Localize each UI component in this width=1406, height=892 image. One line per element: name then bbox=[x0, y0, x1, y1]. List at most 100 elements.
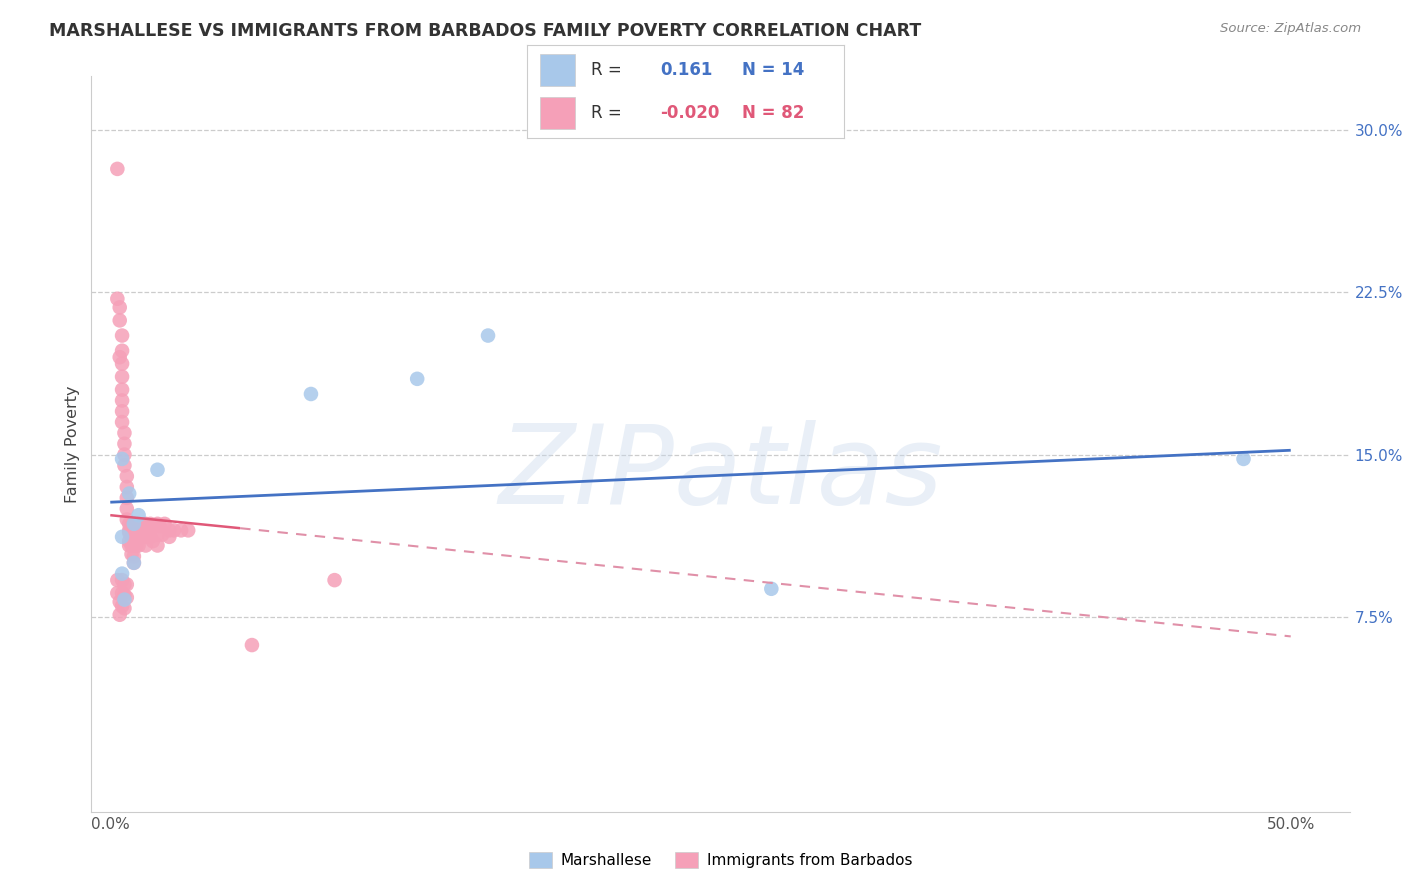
Text: ZIPatlas: ZIPatlas bbox=[498, 420, 943, 526]
Point bbox=[177, 524, 200, 538]
Point bbox=[114, 577, 136, 591]
Point bbox=[146, 516, 169, 531]
Point bbox=[114, 448, 136, 462]
Point bbox=[132, 530, 155, 544]
Point bbox=[108, 595, 131, 609]
Point bbox=[170, 524, 193, 538]
Point bbox=[129, 519, 152, 533]
Point bbox=[111, 586, 134, 600]
Point bbox=[139, 530, 162, 544]
Point bbox=[299, 387, 322, 401]
Point bbox=[761, 582, 783, 596]
Point bbox=[477, 328, 499, 343]
Point bbox=[406, 372, 429, 386]
Point bbox=[136, 530, 159, 544]
Point bbox=[150, 527, 173, 541]
Point bbox=[118, 539, 141, 553]
Point bbox=[108, 313, 131, 327]
Text: N = 14: N = 14 bbox=[742, 61, 804, 78]
Point bbox=[108, 607, 131, 622]
Point bbox=[122, 534, 145, 549]
Point bbox=[111, 404, 134, 418]
Point bbox=[128, 527, 150, 541]
Point bbox=[114, 601, 136, 615]
Text: MARSHALLESE VS IMMIGRANTS FROM BARBADOS FAMILY POVERTY CORRELATION CHART: MARSHALLESE VS IMMIGRANTS FROM BARBADOS … bbox=[49, 22, 921, 40]
Text: -0.020: -0.020 bbox=[661, 104, 720, 122]
Text: N = 82: N = 82 bbox=[742, 104, 804, 122]
Point bbox=[111, 566, 134, 581]
Point bbox=[157, 524, 180, 538]
Point bbox=[105, 161, 128, 176]
Point bbox=[114, 425, 136, 440]
Point bbox=[118, 524, 141, 538]
Point bbox=[118, 525, 141, 540]
Text: Source: ZipAtlas.com: Source: ZipAtlas.com bbox=[1220, 22, 1361, 36]
Point bbox=[108, 350, 131, 364]
Point bbox=[115, 491, 138, 505]
Point bbox=[111, 530, 134, 544]
Point bbox=[118, 534, 141, 549]
Point bbox=[108, 301, 131, 315]
Point bbox=[143, 519, 166, 533]
Point bbox=[135, 539, 157, 553]
Legend: Marshallese, Immigrants from Barbados: Marshallese, Immigrants from Barbados bbox=[523, 846, 918, 874]
Point bbox=[128, 539, 150, 553]
Point bbox=[128, 516, 150, 531]
Point bbox=[105, 573, 128, 587]
Point bbox=[111, 451, 134, 466]
Point bbox=[157, 530, 180, 544]
Point bbox=[323, 573, 346, 587]
Point bbox=[122, 549, 145, 564]
Point bbox=[111, 369, 134, 384]
Y-axis label: Family Poverty: Family Poverty bbox=[65, 385, 80, 502]
Point bbox=[115, 469, 138, 483]
Point bbox=[115, 480, 138, 494]
Point bbox=[111, 415, 134, 429]
Point bbox=[105, 586, 128, 600]
Point bbox=[105, 292, 128, 306]
Point bbox=[111, 328, 134, 343]
Point bbox=[136, 519, 159, 533]
Point bbox=[125, 539, 148, 553]
Point bbox=[153, 516, 176, 531]
Point bbox=[122, 556, 145, 570]
Point bbox=[135, 530, 157, 544]
Point bbox=[111, 343, 134, 358]
Point bbox=[240, 638, 263, 652]
Point bbox=[121, 547, 143, 561]
Point bbox=[122, 516, 145, 531]
Text: R =: R = bbox=[591, 61, 621, 78]
Point bbox=[111, 599, 134, 613]
Point bbox=[111, 573, 134, 587]
Point bbox=[114, 437, 136, 451]
Point bbox=[111, 393, 134, 408]
Point bbox=[122, 524, 145, 538]
Point bbox=[121, 519, 143, 533]
Bar bbox=[540, 54, 575, 86]
Point bbox=[149, 519, 172, 533]
Point bbox=[111, 357, 134, 371]
Bar bbox=[540, 97, 575, 129]
Text: 0.161: 0.161 bbox=[661, 61, 713, 78]
Point bbox=[114, 458, 136, 473]
Point bbox=[115, 591, 138, 605]
Point bbox=[125, 521, 148, 535]
Point bbox=[146, 527, 169, 541]
Point bbox=[132, 519, 155, 533]
Point bbox=[163, 524, 186, 538]
Point bbox=[139, 516, 162, 531]
Point bbox=[121, 539, 143, 553]
Point bbox=[122, 556, 145, 570]
Point bbox=[115, 501, 138, 516]
Point bbox=[129, 530, 152, 544]
Point bbox=[111, 383, 134, 397]
Point bbox=[122, 539, 145, 553]
Text: R =: R = bbox=[591, 104, 621, 122]
Point bbox=[142, 534, 165, 549]
Point bbox=[1232, 451, 1254, 466]
Point bbox=[135, 516, 157, 531]
Point bbox=[114, 592, 136, 607]
Point bbox=[115, 577, 138, 591]
Point bbox=[118, 486, 141, 500]
Point bbox=[125, 530, 148, 544]
